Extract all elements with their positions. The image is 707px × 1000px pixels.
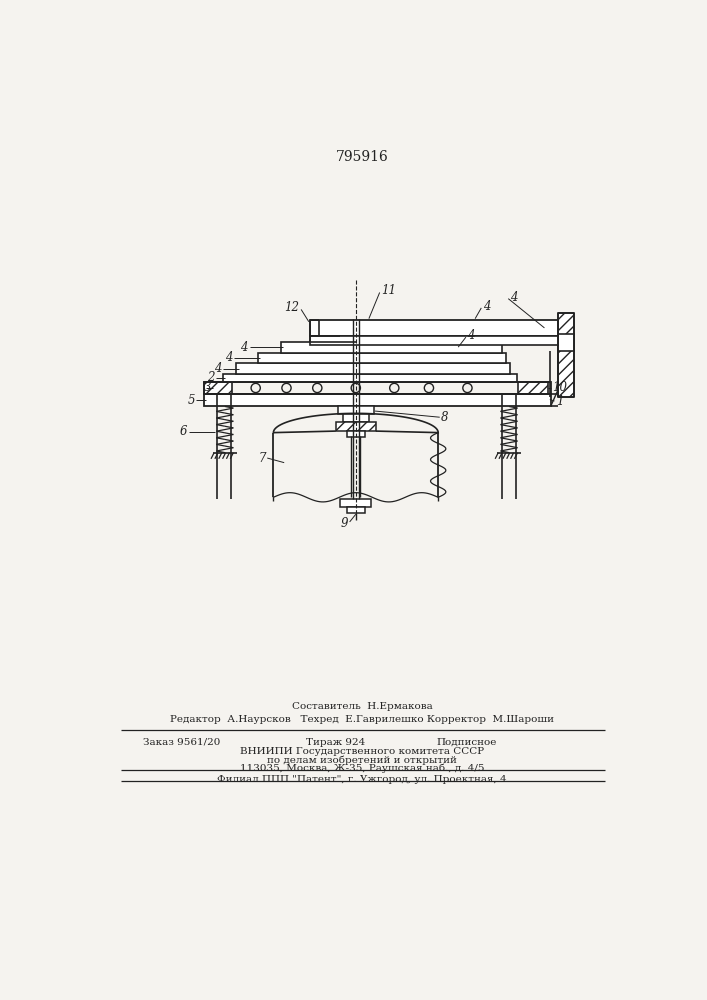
Text: 7: 7 (258, 452, 266, 465)
Text: 4: 4 (483, 300, 491, 313)
Text: 2: 2 (207, 371, 215, 384)
Bar (336, 422, 376, 431)
Text: 4: 4 (225, 351, 233, 364)
Bar (340, 499, 371, 507)
Text: Тираж 924: Тираж 924 (305, 738, 365, 747)
Text: 10: 10 (552, 381, 567, 394)
Bar (310, 320, 558, 336)
Text: 8: 8 (441, 411, 449, 424)
Text: 4: 4 (510, 291, 518, 304)
Bar (204, 382, 551, 394)
Text: Редактор  А.Наурсков   Техред  Е.Гаврилешко Корректор  М.Шароши: Редактор А.Наурсков Техред Е.Гаврилешко … (170, 715, 554, 724)
Bar (518, 382, 547, 394)
Text: 5: 5 (187, 394, 195, 407)
Text: 4: 4 (240, 341, 248, 354)
Text: 6: 6 (180, 425, 187, 438)
Text: ВНИИПИ Государственного комитета СССР: ВНИИПИ Государственного комитета СССР (240, 747, 484, 756)
Bar (310, 336, 558, 345)
Bar (204, 382, 232, 394)
Text: Заказ 9561/20: Заказ 9561/20 (143, 738, 220, 747)
Text: по делам изобретений и открытий: по делам изобретений и открытий (267, 755, 457, 765)
Text: 9: 9 (341, 517, 348, 530)
Bar (258, 353, 506, 363)
Bar (236, 363, 510, 374)
Bar (558, 312, 575, 397)
Text: Филиал ППП "Патент", г. Ужгород, ул. Проектная, 4: Филиал ППП "Патент", г. Ужгород, ул. Про… (217, 775, 507, 784)
Text: 4: 4 (214, 362, 221, 375)
Text: 3: 3 (204, 381, 212, 394)
Bar (346, 431, 365, 437)
Text: Подписное: Подписное (437, 738, 497, 747)
Bar (558, 334, 575, 351)
Text: 12: 12 (285, 301, 300, 314)
Text: 795916: 795916 (336, 150, 388, 164)
Text: Составитель  Н.Ермакова: Составитель Н.Ермакова (291, 702, 432, 711)
Bar (281, 342, 502, 353)
Text: 11: 11 (381, 284, 396, 297)
Bar (338, 406, 373, 414)
Bar (223, 374, 518, 382)
Text: 1: 1 (556, 395, 563, 408)
Text: 4: 4 (467, 329, 475, 342)
Bar (204, 394, 551, 406)
Text: 113035, Москва, Ж-35, Раушская наб., д. 4/5: 113035, Москва, Ж-35, Раушская наб., д. … (240, 764, 484, 773)
Bar (343, 414, 369, 422)
Bar (346, 507, 365, 513)
